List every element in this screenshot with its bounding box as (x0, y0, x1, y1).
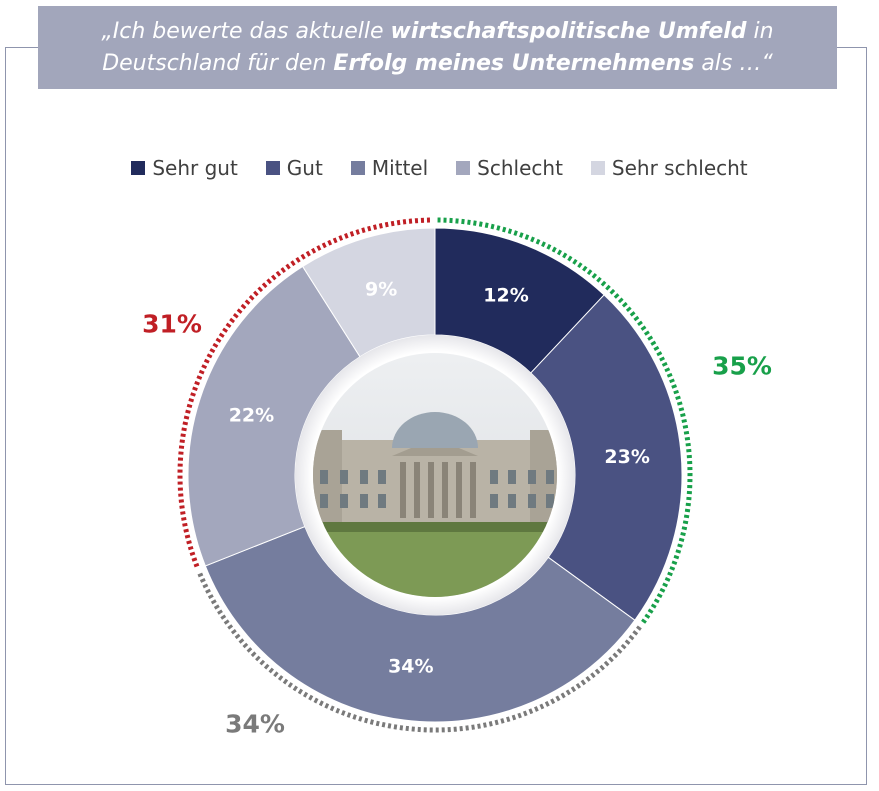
title-line-2: Deutschland für den Erfolg meines Untern… (102, 48, 773, 80)
legend-swatch-gut (265, 161, 280, 175)
title-line-1-bold: wirtschaftspolitische Umfeld (390, 18, 747, 44)
legend-item-gut: Gut (265, 156, 323, 180)
group-arc-2 (177, 217, 433, 568)
title-line-1: „Ich bewerte das aktuelle wirtschaftspol… (101, 16, 773, 48)
chart-title: „Ich bewerte das aktuelle wirtschaftspol… (38, 6, 837, 89)
slice-label-gut: 23% (604, 446, 649, 468)
legend-label-mittel: Mittel (371, 156, 429, 180)
legend-swatch-sehr-gut (131, 161, 146, 175)
title-line-2-part-c: als …“ (694, 50, 773, 76)
group-label-0: 35% (712, 352, 772, 381)
group-label-2: 31% (142, 310, 202, 339)
slice-label-sehr-gut: 12% (483, 285, 528, 307)
legend-item-mittel: Mittel (350, 156, 429, 180)
title-line-1-part-c: in (746, 18, 774, 44)
slice-label-schlecht: 22% (229, 404, 274, 426)
title-line-2-bold: Erfolg meines Unternehmens (333, 50, 695, 76)
photo-dome (392, 412, 478, 448)
slice-label-sehr-schlecht: 9% (365, 279, 397, 301)
legend-swatch-sehr-schlecht (590, 161, 605, 175)
legend-label-sehr-gut: Sehr gut (152, 156, 238, 180)
legend-swatch-schlecht (456, 161, 471, 175)
photo-windows (320, 470, 554, 508)
legend-swatch-mittel (350, 161, 365, 175)
photo-columns (400, 462, 476, 518)
group-label-1: 34% (225, 710, 285, 739)
legend-label-gut: Gut (286, 156, 323, 180)
legend-label-schlecht: Schlecht (477, 156, 563, 180)
slice-label-mittel: 34% (388, 655, 433, 677)
legend-item-sehr-gut: Sehr gut (131, 156, 238, 180)
chart-legend: Sehr gut Gut Mittel Schlecht Sehr schlecht (0, 156, 879, 180)
title-line-1-part-a: „Ich bewerte das aktuelle (101, 18, 391, 44)
title-line-2-part-a: Deutschland für den (102, 50, 334, 76)
legend-item-sehr-schlecht: Sehr schlecht (590, 156, 748, 180)
legend-item-schlecht: Schlecht (456, 156, 563, 180)
group-arc-1 (196, 570, 642, 733)
legend-label-sehr-schlecht: Sehr schlecht (611, 156, 748, 180)
center-photo-reichstag (295, 335, 575, 615)
group-arc-0 (437, 217, 693, 625)
